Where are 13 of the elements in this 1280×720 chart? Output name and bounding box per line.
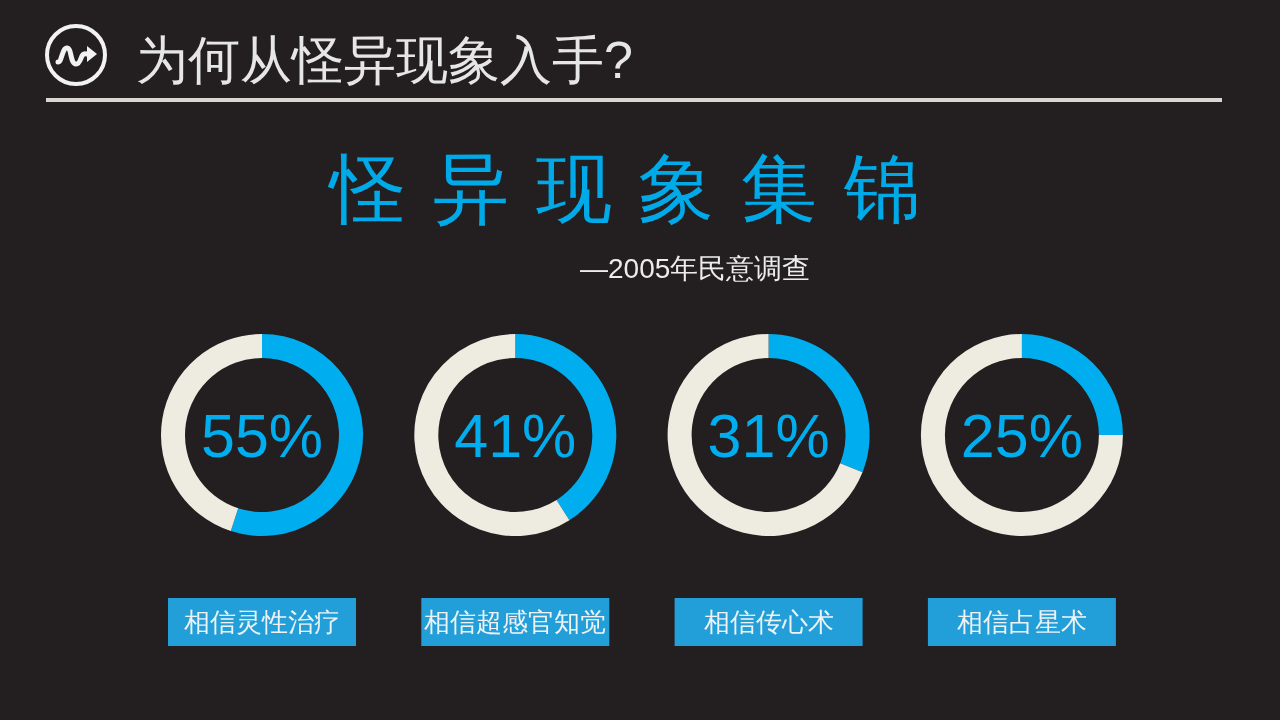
- text: 相信占星术: [956, 607, 1087, 637]
- text: 相信超感官知觉: [424, 607, 607, 637]
- text: 为何从怪异现象入手?: [136, 31, 633, 89]
- text: 41%: [454, 402, 577, 470]
- donut-slice: [667, 334, 863, 536]
- text: 相信传心术: [703, 607, 834, 637]
- text: 55%: [200, 402, 324, 470]
- text: 怪异现象集锦: [327, 146, 920, 231]
- text: 31%: [707, 402, 830, 470]
- text: 相信灵性治疗: [184, 607, 340, 637]
- donut-slice: [920, 334, 1123, 536]
- text: —2005年民意调查: [580, 253, 811, 284]
- text: 25%: [960, 402, 1083, 470]
